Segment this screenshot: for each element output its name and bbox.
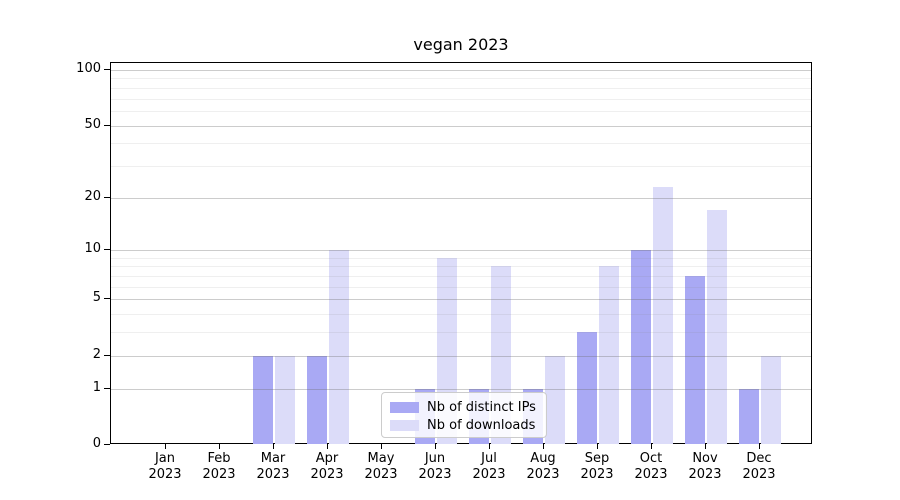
y-tick-label-10: 10 bbox=[84, 241, 101, 257]
minor-gridline-40 bbox=[111, 143, 811, 144]
chart-title: vegan 2023 bbox=[413, 35, 509, 54]
legend-label-distinct-ips: Nb of distinct IPs bbox=[427, 399, 536, 415]
legend-swatch-distinct-ips bbox=[390, 401, 419, 413]
bar-nb-of-downloads-mar-2023 bbox=[275, 355, 295, 444]
y-tick-mark-0 bbox=[104, 444, 110, 445]
x-tick-label-may-2023: May 2023 bbox=[364, 451, 398, 482]
x-tick-mark-jun-2023 bbox=[435, 444, 436, 449]
x-tick-mark-oct-2023 bbox=[651, 444, 652, 449]
y-tick-label-50: 50 bbox=[84, 116, 101, 132]
x-tick-label-sep-2023: Sep 2023 bbox=[580, 451, 614, 482]
gridline-1 bbox=[111, 389, 811, 390]
x-tick-label-nov-2023: Nov 2023 bbox=[688, 451, 722, 482]
x-tick-label-mar-2023: Mar 2023 bbox=[256, 451, 290, 482]
bar-nb-of-downloads-oct-2023 bbox=[653, 186, 673, 444]
x-tick-label-jan-2023: Jan 2023 bbox=[148, 451, 182, 482]
bar-nb-of-downloads-apr-2023 bbox=[329, 250, 349, 444]
y-tick-mark-20 bbox=[104, 197, 110, 198]
y-tick-label-2: 2 bbox=[92, 346, 101, 362]
x-tick-mark-apr-2023 bbox=[327, 444, 328, 449]
legend: Nb of distinct IPs Nb of downloads bbox=[381, 392, 547, 438]
minor-gridline-6 bbox=[111, 287, 811, 288]
bar-nb-of-distinct-ips-nov-2023 bbox=[685, 276, 705, 444]
minor-gridline-9 bbox=[111, 258, 811, 259]
minor-gridline-8 bbox=[111, 266, 811, 267]
x-tick-mark-sep-2023 bbox=[597, 444, 598, 449]
minor-gridline-70 bbox=[111, 99, 811, 100]
gridline-100 bbox=[111, 70, 811, 71]
x-tick-label-dec-2023: Dec 2023 bbox=[742, 451, 776, 482]
minor-gridline-60 bbox=[111, 111, 811, 112]
x-tick-mark-jan-2023 bbox=[165, 444, 166, 449]
legend-label-downloads: Nb of downloads bbox=[427, 417, 536, 433]
y-tick-mark-50 bbox=[104, 125, 110, 126]
x-tick-mark-nov-2023 bbox=[705, 444, 706, 449]
gridline-50 bbox=[111, 126, 811, 127]
x-tick-label-oct-2023: Oct 2023 bbox=[634, 451, 668, 482]
minor-gridline-3 bbox=[111, 332, 811, 333]
y-tick-mark-100 bbox=[104, 69, 110, 70]
x-tick-label-aug-2023: Aug 2023 bbox=[526, 451, 560, 482]
bar-nb-of-downloads-dec-2023 bbox=[761, 355, 781, 444]
x-tick-mark-mar-2023 bbox=[273, 444, 274, 449]
minor-gridline-7 bbox=[111, 276, 811, 277]
x-tick-label-feb-2023: Feb 2023 bbox=[202, 451, 236, 482]
bar-nb-of-downloads-aug-2023 bbox=[545, 355, 565, 444]
y-tick-label-20: 20 bbox=[84, 188, 101, 204]
x-tick-mark-dec-2023 bbox=[759, 444, 760, 449]
bar-nb-of-distinct-ips-mar-2023 bbox=[253, 355, 273, 444]
minor-gridline-30 bbox=[111, 166, 811, 167]
legend-swatch-downloads bbox=[390, 419, 419, 431]
x-tick-mark-jul-2023 bbox=[489, 444, 490, 449]
bar-nb-of-distinct-ips-dec-2023 bbox=[739, 388, 759, 444]
gridline-20 bbox=[111, 198, 811, 199]
y-tick-label-1: 1 bbox=[92, 379, 101, 395]
bar-nb-of-downloads-nov-2023 bbox=[707, 210, 727, 444]
bar-nb-of-distinct-ips-apr-2023 bbox=[307, 355, 327, 444]
gridline-10 bbox=[111, 250, 811, 251]
minor-gridline-80 bbox=[111, 88, 811, 89]
y-tick-label-5: 5 bbox=[92, 290, 101, 306]
plot-area bbox=[110, 62, 812, 444]
y-tick-mark-2 bbox=[104, 355, 110, 356]
x-tick-mark-aug-2023 bbox=[543, 444, 544, 449]
legend-item-downloads: Nb of downloads bbox=[390, 416, 538, 434]
bar-nb-of-distinct-ips-oct-2023 bbox=[631, 250, 651, 444]
x-tick-mark-feb-2023 bbox=[219, 444, 220, 449]
y-tick-label-100: 100 bbox=[76, 60, 101, 76]
gridline-2 bbox=[111, 356, 811, 357]
minor-gridline-4 bbox=[111, 314, 811, 315]
x-tick-mark-may-2023 bbox=[381, 444, 382, 449]
y-tick-mark-1 bbox=[104, 388, 110, 389]
x-tick-label-apr-2023: Apr 2023 bbox=[310, 451, 344, 482]
minor-gridline-90 bbox=[111, 78, 811, 79]
x-tick-label-jul-2023: Jul 2023 bbox=[472, 451, 506, 482]
y-tick-mark-5 bbox=[104, 298, 110, 299]
bar-nb-of-distinct-ips-sep-2023 bbox=[577, 332, 597, 444]
y-tick-mark-10 bbox=[104, 249, 110, 250]
bar-nb-of-downloads-sep-2023 bbox=[599, 266, 619, 444]
legend-item-distinct-ips: Nb of distinct IPs bbox=[390, 398, 538, 416]
x-tick-label-jun-2023: Jun 2023 bbox=[418, 451, 452, 482]
gridline-5 bbox=[111, 299, 811, 300]
y-tick-label-0: 0 bbox=[92, 436, 101, 451]
